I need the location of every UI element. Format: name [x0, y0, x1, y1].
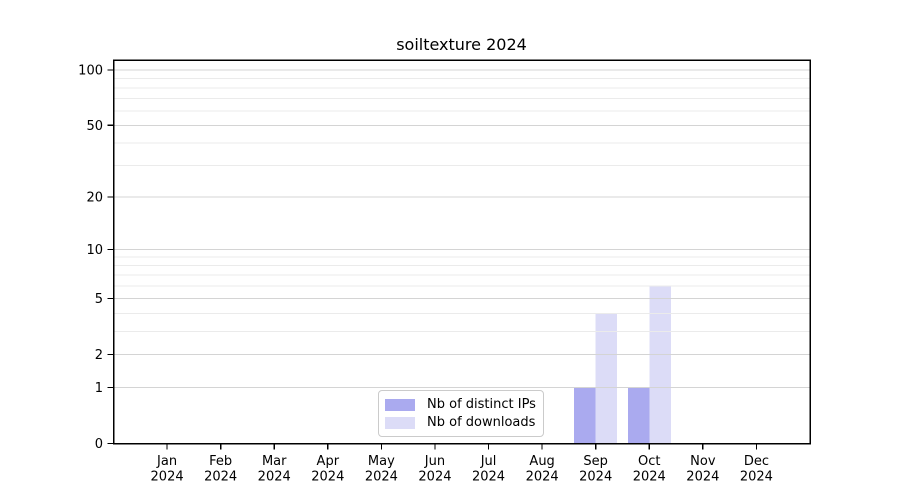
x-tick-label-month-apr: Apr [317, 454, 340, 469]
x-tick-label-month-feb: Feb [209, 454, 232, 469]
x-tick-label-month-mar: Mar [262, 454, 287, 469]
y-tick-label-1: 1 [95, 381, 103, 396]
y-tick-label-20: 20 [86, 191, 103, 206]
bar-oct-downloads [649, 286, 671, 444]
y-tick-label-2: 2 [95, 348, 103, 363]
x-tick-label-month-jun: Jun [424, 454, 445, 469]
x-tick-label-month-aug: Aug [529, 454, 554, 469]
x-tick-label-year-jul: 2024 [472, 470, 505, 485]
x-tick-label-year-aug: 2024 [526, 470, 559, 485]
x-tick-label-year-jan: 2024 [151, 470, 184, 485]
x-tick-label-month-may: May [368, 454, 395, 469]
x-tick-label-year-dec: 2024 [740, 470, 773, 485]
x-tick-label-year-nov: 2024 [686, 470, 719, 485]
bar-sep-downloads [595, 313, 618, 444]
x-tick-label-year-oct: 2024 [633, 470, 666, 485]
bar-oct-ips [627, 387, 650, 444]
x-tick-label-month-sep: Sep [583, 454, 608, 469]
x-tick-label-year-sep: 2024 [579, 470, 612, 485]
plot-border [112, 59, 811, 445]
bar-sep-ips [574, 387, 596, 444]
x-tick-label-month-dec: Dec [744, 454, 769, 469]
x-tick-label-year-may: 2024 [365, 470, 398, 485]
y-tick-label-50: 50 [86, 119, 103, 134]
legend-item-0: Nb of distinct IPs [385, 396, 543, 412]
x-tick-label-year-feb: 2024 [204, 470, 237, 485]
y-tick-label-5: 5 [95, 292, 103, 307]
y-tick-label-100: 100 [78, 64, 103, 79]
legend-label-1: Nb of downloads [427, 414, 536, 430]
y-tick-label-10: 10 [86, 243, 103, 258]
x-tick-label-month-oct: Oct [638, 454, 660, 469]
legend-item-1: Nb of downloads [385, 414, 543, 430]
x-tick-label-month-jan: Jan [156, 454, 177, 469]
legend-label-0: Nb of distinct IPs [427, 396, 536, 412]
x-tick-label-year-jun: 2024 [418, 470, 451, 485]
x-tick-label-year-apr: 2024 [311, 470, 344, 485]
x-tick-label-year-mar: 2024 [258, 470, 291, 485]
legend-swatch-1 [385, 416, 415, 429]
legend: Nb of distinct IPs Nb of downloads [378, 390, 544, 437]
x-tick-label-month-jul: Jul [480, 454, 497, 469]
y-tick-label-0: 0 [95, 437, 103, 452]
legend-swatch-0 [385, 398, 415, 411]
x-tick-label-month-nov: Nov [690, 454, 716, 469]
chart-title: soiltexture 2024 [396, 35, 527, 54]
